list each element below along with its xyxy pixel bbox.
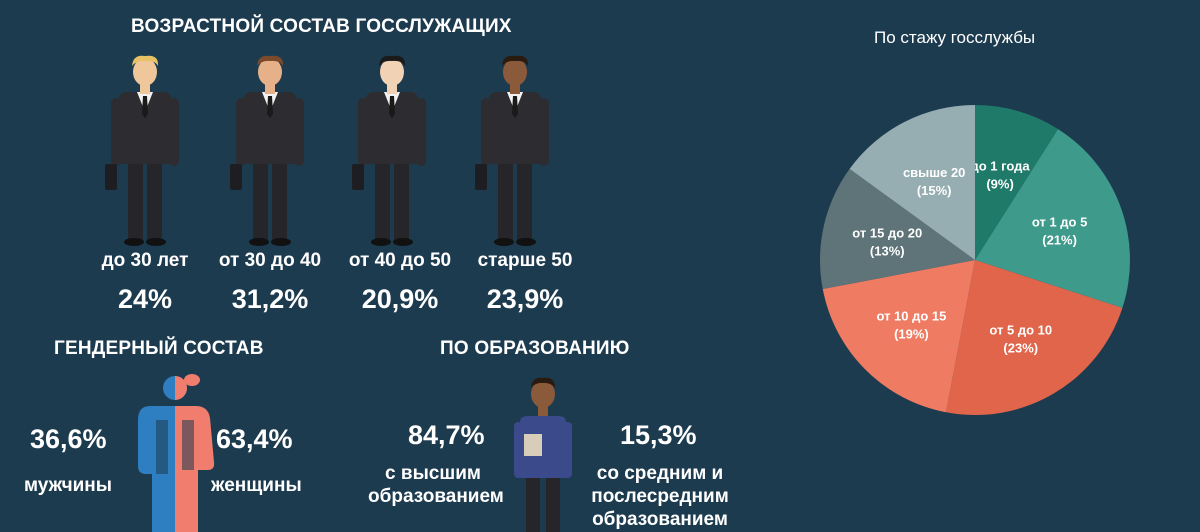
- seniority-pie-chart: до 1 года (9%) от 1 до 5 (21%) от 5 до 10 (23…: [820, 104, 1130, 416]
- age-figures: [105, 55, 549, 246]
- gender-icon: [138, 374, 215, 532]
- figure-30-40: [230, 55, 304, 246]
- pie-value-2: (23%): [1003, 340, 1038, 355]
- pie-label-4: от 15 до 20: [852, 225, 922, 240]
- pie-value-4: (13%): [870, 243, 905, 258]
- age-label-1: от 30 до 40: [218, 250, 322, 271]
- age-value-2: 20,9%: [361, 284, 439, 314]
- pie-value-3: (19%): [894, 327, 929, 342]
- pie-slice-5: [849, 104, 975, 260]
- age-value-1: 31,2%: [231, 284, 309, 314]
- pie-slice-4: [820, 168, 975, 290]
- pie-value-0: (9%): [986, 177, 1013, 192]
- higher-caption-line1: с высшим: [385, 463, 481, 484]
- pie-label-3: от 10 до 15: [876, 309, 946, 324]
- pie-slice-1: [975, 129, 1130, 308]
- secondary-caption-line3: образованием: [592, 509, 728, 530]
- graduate-icon: [514, 377, 572, 532]
- age-label-3: старше 50: [477, 250, 573, 271]
- higher-value: 84,7%: [408, 420, 485, 450]
- pie-title: По стажу госслужбы: [874, 28, 1036, 47]
- secondary-caption-line2: послесредним: [591, 486, 729, 507]
- secondary-caption: со средним и послесредним образованием: [580, 462, 740, 531]
- pie-label-2: от 5 до 10: [989, 322, 1052, 337]
- secondary-caption-line1: со средним и: [596, 463, 724, 484]
- pie-slice-0: [975, 105, 1059, 260]
- pie-label-1: от 1 до 5: [1032, 215, 1087, 230]
- figure-40-50: [352, 55, 426, 246]
- figure-under-30: [105, 55, 179, 246]
- male-label: мужчины: [24, 475, 113, 496]
- figure-over-50: [475, 55, 549, 246]
- female-label: женщины: [211, 475, 302, 496]
- secondary-value: 15,3%: [620, 420, 697, 450]
- pie-value-5: (15%): [917, 183, 952, 198]
- gender-title: ГЕНДЕРНЫЙ СОСТАВ: [54, 338, 264, 359]
- pie-label-5: свыше 20: [903, 165, 965, 180]
- age-value-0: 24%: [117, 284, 173, 314]
- pie-value-1: (21%): [1042, 233, 1077, 248]
- age-value-3: 23,9%: [486, 284, 564, 314]
- pie-slice-2: [945, 260, 1123, 416]
- education-title: ПО ОБРАЗОВАНИЮ: [440, 338, 630, 359]
- age-label-0: до 30 лет: [101, 250, 189, 271]
- female-value: 63,4%: [216, 424, 293, 454]
- pie-slice-3: [822, 260, 975, 413]
- age-title: ВОЗРАСТНОЙ СОСТАВ ГОССЛУЖАЩИХ: [131, 16, 512, 37]
- higher-caption-line2: образованием: [368, 486, 504, 507]
- age-label-2: от 40 до 50: [348, 250, 452, 271]
- male-value: 36,6%: [30, 424, 107, 454]
- higher-caption: с высшим образованием: [368, 462, 504, 508]
- pie-label-0: до 1 года: [971, 159, 1031, 174]
